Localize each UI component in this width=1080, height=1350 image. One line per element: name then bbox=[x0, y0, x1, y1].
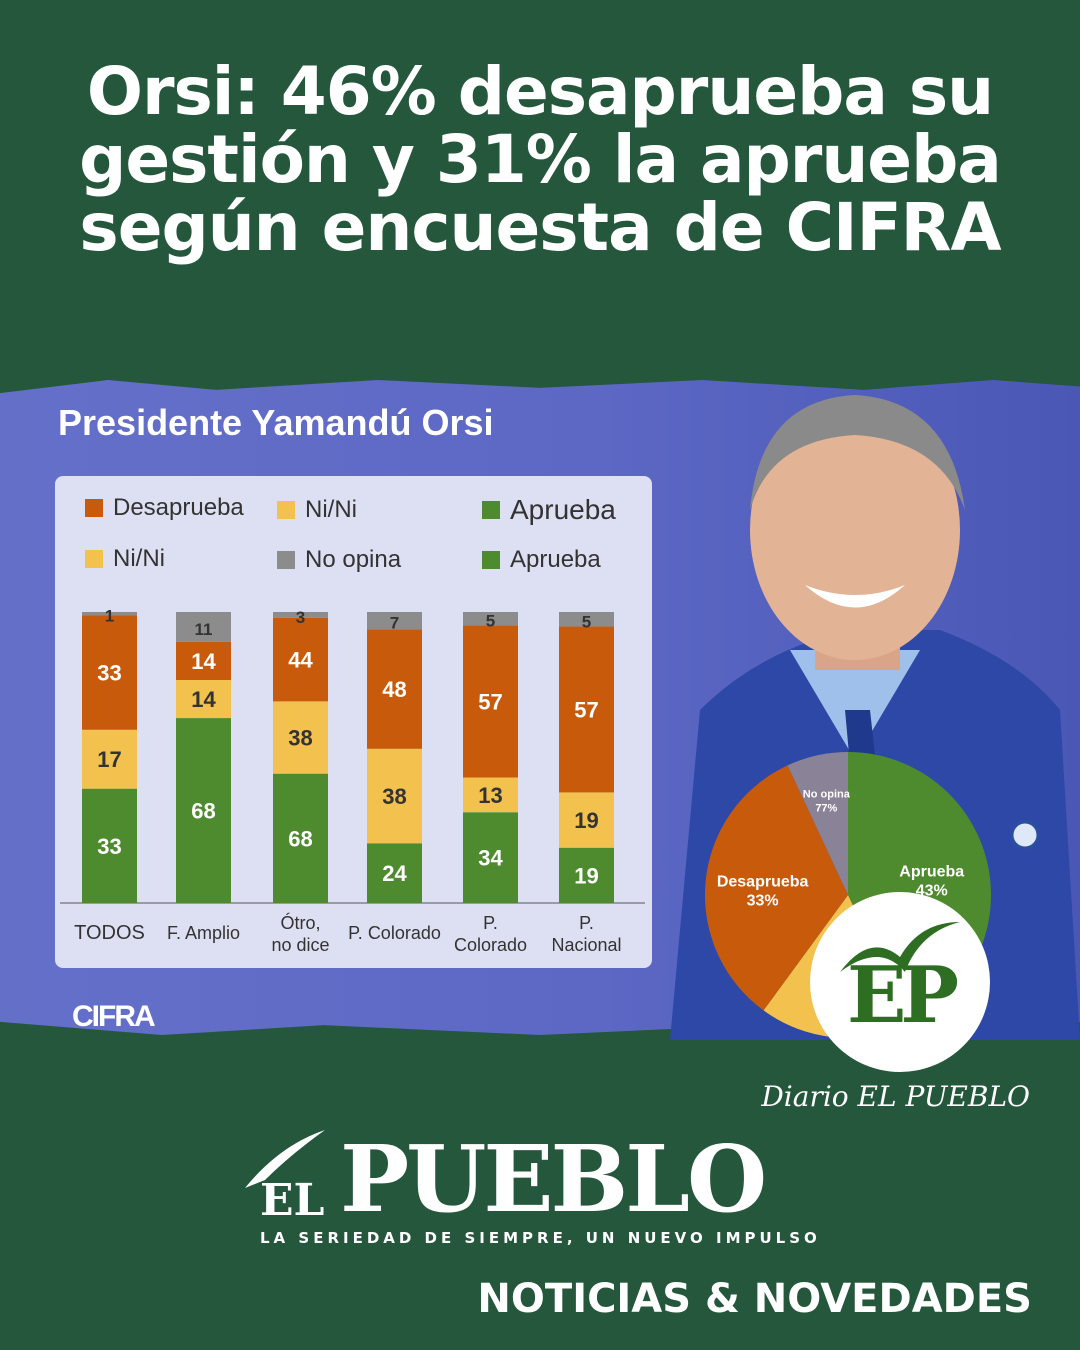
bar-value-label: 48 bbox=[382, 677, 406, 702]
bar-segment-aprueba bbox=[367, 843, 422, 903]
pie-label: Aprueba bbox=[899, 863, 964, 880]
bar-segment-aprueba bbox=[463, 812, 518, 903]
bar-segment-desaprueba bbox=[463, 625, 518, 778]
bar-segment-noopina bbox=[463, 612, 518, 626]
head bbox=[750, 400, 960, 660]
bar-value-label: 34 bbox=[478, 846, 503, 871]
x-tick-label: TODOS bbox=[74, 922, 145, 944]
bar-segment-nini bbox=[82, 729, 137, 789]
pie-slice bbox=[705, 765, 848, 1011]
bar-segment-nini bbox=[367, 748, 422, 844]
bar-segment-desaprueba bbox=[176, 641, 231, 680]
pie-label: No opina bbox=[803, 788, 851, 800]
bar-segment-noopina bbox=[82, 612, 137, 616]
hair bbox=[750, 395, 965, 510]
bar-value-label: 5 bbox=[486, 612, 495, 631]
legend-swatch bbox=[277, 551, 295, 569]
bar-value-label: 17 bbox=[97, 747, 121, 772]
diario-signature: Diario EL PUEBLO bbox=[761, 1080, 1030, 1113]
bar-value-label: 13 bbox=[478, 783, 502, 808]
section-label: NOTICIAS & NOVEDADES bbox=[477, 1276, 1032, 1322]
bar-value-label: 5 bbox=[582, 612, 591, 631]
pie-value-label: 33% bbox=[747, 893, 779, 910]
bar-value-label: 57 bbox=[574, 697, 598, 722]
pie-label: Desaprueba bbox=[717, 874, 809, 891]
bar-segment-nini bbox=[273, 701, 328, 774]
legend-swatch bbox=[482, 551, 500, 569]
bar-value-label: 24 bbox=[382, 861, 407, 886]
bar-segment-desaprueba bbox=[82, 615, 137, 730]
bar-segment-nini bbox=[176, 679, 231, 719]
bar-value-label: 44 bbox=[288, 648, 313, 673]
bar-segment-desaprueba bbox=[367, 629, 422, 749]
pie-slice bbox=[787, 752, 848, 895]
legend-swatch bbox=[482, 501, 500, 519]
bar-value-label: 14 bbox=[191, 649, 216, 674]
x-tick-label: P. Nacional bbox=[551, 913, 622, 955]
bar-value-label: 19 bbox=[574, 808, 598, 833]
tagline: LA SERIEDAD DE SIEMPRE, UN NUEVO IMPULSO bbox=[260, 1229, 821, 1247]
smile bbox=[805, 585, 905, 608]
logo-el: EL bbox=[260, 1175, 325, 1226]
ep-badge: EP bbox=[810, 892, 990, 1072]
bar-value-label: 11 bbox=[195, 620, 213, 639]
el-pueblo-logo: EL PUEBLO bbox=[245, 1125, 815, 1233]
legend-swatch bbox=[85, 550, 103, 568]
x-tick-label: Ótro, no dice bbox=[271, 913, 330, 955]
bar-value-label: 38 bbox=[382, 784, 406, 809]
bar-value-label: 14 bbox=[191, 687, 216, 712]
bar-value-label: 33 bbox=[97, 834, 121, 859]
shirt bbox=[790, 650, 920, 760]
bar-segment-noopina bbox=[367, 612, 422, 630]
bar-segment-aprueba bbox=[559, 847, 614, 903]
quill-icon bbox=[245, 1130, 325, 1188]
bar-segment-noopina bbox=[273, 612, 328, 618]
bar-value-label: 1 bbox=[105, 607, 114, 626]
legend-aprueba: Aprueba bbox=[482, 494, 616, 526]
bar-segment-aprueba bbox=[273, 773, 328, 903]
legend-swatch bbox=[277, 501, 295, 519]
legend-nini: Ni/Ni bbox=[277, 496, 357, 524]
x-tick-label: F. Amplio bbox=[166, 923, 241, 943]
bar-segment-nini bbox=[559, 792, 614, 848]
headline: Orsi: 46% desaprueba su gestión y 31% la… bbox=[79, 53, 1002, 266]
bar-value-label: 68 bbox=[191, 799, 215, 824]
bar-value-label: 3 bbox=[296, 608, 305, 627]
stacked-bar-chart: 33 17 33 1 68 14 14 11 68 38 44 3 24 38 48 7 34 13 57 5 19 19… bbox=[60, 607, 645, 904]
bird-icon bbox=[840, 922, 960, 972]
x-tick-label: P. Colorado bbox=[348, 923, 441, 943]
legend-aprueba-2: Aprueba bbox=[482, 546, 601, 574]
bar-value-label: 68 bbox=[288, 826, 312, 851]
bar-segment-desaprueba bbox=[559, 626, 614, 793]
bar-segment-aprueba bbox=[176, 718, 231, 903]
bar-segment-aprueba bbox=[82, 788, 137, 903]
bar-segment-desaprueba bbox=[273, 617, 328, 702]
legend-no-opina: No opina bbox=[277, 546, 401, 574]
cifra-logo: CIFRA bbox=[72, 1000, 156, 1033]
ep-badge-text: EP bbox=[846, 950, 959, 1041]
bar-segment-noopina bbox=[559, 612, 614, 627]
chart-panel bbox=[55, 476, 652, 968]
bar-value-label: 7 bbox=[390, 614, 399, 633]
bar-value-label: 38 bbox=[288, 726, 312, 751]
legend-swatch bbox=[85, 499, 103, 517]
legend-nini-2: Ni/Ni bbox=[85, 545, 165, 573]
pie-value-label: 77% bbox=[815, 802, 837, 814]
bar-segment-nini bbox=[463, 777, 518, 813]
bar-segment-noopina bbox=[176, 612, 231, 642]
bar-value-label: 57 bbox=[478, 689, 502, 714]
logo-pueblo: PUEBLO bbox=[340, 1125, 767, 1233]
x-tick-label: P. Colorado bbox=[453, 913, 528, 955]
legend-desaprueba: Desaprueba bbox=[85, 494, 244, 522]
pin bbox=[1010, 820, 1040, 850]
bar-value-label: 19 bbox=[574, 863, 598, 888]
bar-value-label: 33 bbox=[97, 661, 121, 686]
chart-title: Presidente Yamandú Orsi bbox=[58, 402, 494, 443]
